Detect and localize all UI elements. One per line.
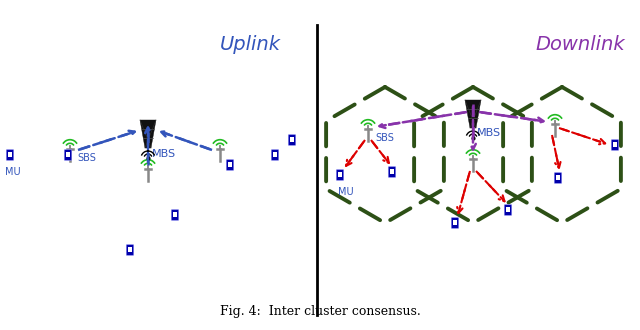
Bar (556, 175, 560, 180)
FancyBboxPatch shape (451, 217, 459, 228)
Text: MU: MU (5, 167, 20, 177)
Text: Uplink: Uplink (220, 35, 281, 54)
FancyBboxPatch shape (64, 149, 72, 160)
Bar (66, 151, 70, 157)
Bar (273, 151, 277, 157)
Text: SBS: SBS (77, 153, 96, 163)
Bar (228, 162, 232, 167)
Text: Fig. 4:  Inter cluster consensus.: Fig. 4: Inter cluster consensus. (220, 305, 420, 318)
Polygon shape (140, 120, 156, 148)
FancyBboxPatch shape (6, 149, 14, 160)
FancyBboxPatch shape (504, 205, 512, 215)
FancyBboxPatch shape (611, 140, 619, 150)
Bar (8, 151, 12, 157)
FancyBboxPatch shape (336, 170, 344, 181)
FancyBboxPatch shape (126, 245, 134, 255)
Bar (453, 219, 457, 225)
Text: Downlink: Downlink (535, 35, 625, 54)
FancyBboxPatch shape (288, 135, 296, 146)
Bar (613, 142, 617, 147)
Bar (173, 212, 177, 217)
Bar (290, 137, 294, 142)
FancyBboxPatch shape (388, 167, 396, 178)
FancyBboxPatch shape (554, 173, 562, 183)
FancyBboxPatch shape (271, 149, 279, 160)
Text: MBS: MBS (477, 128, 501, 138)
Bar (338, 172, 342, 177)
FancyBboxPatch shape (226, 159, 234, 171)
Bar (390, 169, 394, 174)
Bar (506, 207, 510, 212)
Text: SBS: SBS (375, 133, 394, 143)
Text: MBS: MBS (152, 149, 176, 159)
Polygon shape (465, 100, 481, 128)
Bar (128, 247, 132, 252)
FancyBboxPatch shape (172, 210, 179, 220)
Text: MU: MU (338, 187, 354, 197)
